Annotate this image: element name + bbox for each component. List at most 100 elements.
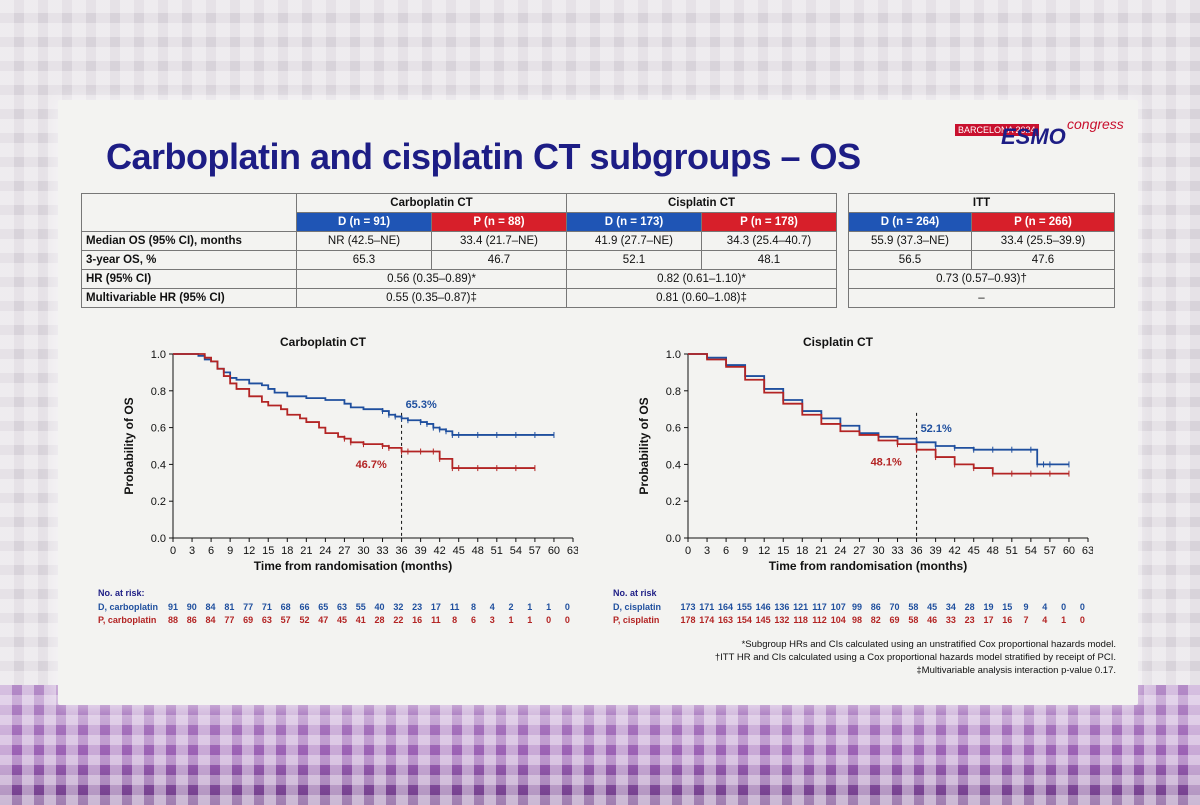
subgroup-table: Carboplatin CT Cisplatin CT D (n = 91) P…: [81, 193, 837, 308]
at-risk-count: 0: [1079, 602, 1085, 612]
y-tick-label: 0.2: [151, 496, 166, 508]
x-tick-label: 63: [567, 545, 578, 557]
at-risk-count: 71: [261, 602, 272, 612]
at-risk-count: 40: [374, 602, 385, 612]
at-risk-count: 173: [680, 602, 696, 612]
y-tick-label: 0.2: [666, 496, 681, 508]
at-risk-row-label: D, cisplatin: [613, 602, 662, 612]
km-chart-cisplatin: Cisplatin CT0.00.20.40.60.81.00 3 6 9 12 15 18…: [637, 335, 1093, 573]
y-tick-label: 0.6: [666, 423, 681, 435]
arm-header-p-itt: P (n = 266): [971, 212, 1115, 232]
at-risk-count: 136: [774, 602, 790, 612]
x-tick-label: 33: [376, 545, 388, 557]
y-tick-label: 0.6: [151, 423, 166, 435]
footnote: ‡Multivariable analysis interaction p-va…: [916, 665, 1116, 676]
row-label: HR (95% CI): [81, 269, 297, 289]
at-risk-count: 4: [489, 602, 495, 612]
at-risk-count: 77: [243, 602, 254, 612]
itt-table: ITT D (n = 264) P (n = 266) 55.9 (37.3–N…: [848, 193, 1115, 308]
at-risk-count: 1: [527, 615, 533, 625]
x-tick-label: 12: [243, 545, 255, 557]
at-risk-count: 1: [1061, 615, 1067, 625]
at-risk-count: 88: [167, 615, 178, 625]
at-risk-title: No. at risk: [613, 588, 657, 598]
table-cell: 33.4 (21.7–NE): [431, 231, 567, 251]
at-risk-count: 154: [736, 615, 752, 625]
at-risk-count: 155: [736, 602, 752, 612]
x-tick-label: 15: [262, 545, 274, 557]
x-tick-label: 6: [723, 545, 729, 557]
x-tick-label: 45: [453, 545, 465, 557]
x-tick-label: 30: [872, 545, 884, 557]
km-curve-durvalumab: [173, 353, 554, 436]
table-cell: 41.9 (27.7–NE): [566, 231, 702, 251]
arm-header-d-cis: D (n = 173): [566, 212, 702, 232]
at-risk-count: 8: [452, 615, 458, 625]
at-risk-count: 107: [830, 602, 846, 612]
at-risk-count: 4: [1042, 615, 1048, 625]
table-cell: 55.9 (37.3–NE): [848, 231, 972, 251]
at-risk-count: 57: [280, 615, 291, 625]
table-row: 0.73 (0.57–0.93)†: [848, 269, 1115, 289]
footnotes: *Subgroup HRs and CIs calculated using a…: [715, 638, 1116, 677]
logo-word: congress: [1067, 116, 1124, 132]
x-tick-label: 15: [777, 545, 789, 557]
x-tick-label: 3: [189, 545, 195, 557]
logo-city: BARCELONA 2024: [955, 124, 1039, 136]
table-row: 55.9 (37.3–NE) 33.4 (25.5–39.9): [848, 231, 1115, 251]
at-risk-count: 69: [889, 615, 900, 625]
at-risk-count: 63: [336, 602, 347, 612]
at-risk-count: 33: [945, 615, 956, 625]
at-risk-count: 98: [851, 615, 862, 625]
footnote: *Subgroup HRs and CIs calculated using a…: [741, 639, 1116, 650]
survival-annotation: 46.7%: [356, 459, 387, 471]
y-tick-label: 0.0: [151, 533, 166, 545]
at-risk-row-label: P, carboplatin: [98, 615, 157, 625]
at-risk-count: 1: [546, 602, 552, 612]
at-risk-count: 164: [718, 602, 734, 612]
at-risk-count: 0: [546, 615, 552, 625]
table-row: Multivariable HR (95% CI) 0.55 (0.35–0.8…: [81, 288, 837, 308]
at-risk-count: 28: [374, 615, 385, 625]
x-tick-label: 57: [1044, 545, 1056, 557]
x-tick-label: 18: [281, 545, 293, 557]
x-tick-label: 24: [834, 545, 846, 557]
at-risk-count: 1: [508, 615, 514, 625]
x-tick-label: 12: [758, 545, 770, 557]
at-risk-count: 7: [1023, 615, 1029, 625]
at-risk-count: 17: [983, 615, 994, 625]
background-band: [0, 685, 1200, 805]
at-risk-count: 16: [412, 615, 423, 625]
at-risk-count: 11: [449, 602, 460, 612]
table-cell: –: [848, 288, 1115, 308]
x-tick-label: 3: [704, 545, 710, 557]
x-axis-label: Time from randomisation (months): [769, 559, 967, 573]
at-risk-count: 17: [430, 602, 441, 612]
at-risk-count: 86: [186, 615, 197, 625]
at-risk-count: 4: [1042, 602, 1048, 612]
x-tick-label: 60: [548, 545, 560, 557]
table-row: HR (95% CI) 0.56 (0.35–0.89)* 0.82 (0.61…: [81, 269, 837, 289]
at-risk-count: 145: [755, 615, 771, 625]
x-tick-label: 9: [227, 545, 233, 557]
y-axis-label: Probability of OS: [122, 397, 136, 494]
at-risk-count: 77: [224, 615, 235, 625]
arm-header-p-cis: P (n = 178): [701, 212, 837, 232]
at-risk-count: 3: [489, 615, 495, 625]
row-label: Median OS (95% CI), months: [81, 231, 297, 251]
x-tick-label: 48: [987, 545, 999, 557]
at-risk-count: 68: [280, 602, 291, 612]
x-tick-label: 60: [1063, 545, 1075, 557]
at-risk-count: 22: [393, 615, 404, 625]
at-risk-count: 146: [755, 602, 771, 612]
x-tick-label: 39: [929, 545, 941, 557]
itt-header: ITT: [848, 193, 1115, 213]
x-tick-label: 24: [319, 545, 331, 557]
footnote: †ITT HR and CIs calculated using a Cox p…: [714, 652, 1116, 663]
at-risk-count: 47: [318, 615, 329, 625]
x-tick-label: 21: [815, 545, 827, 557]
slide: Carboplatin and cisplatin CT subgroups –…: [58, 100, 1138, 705]
x-tick-label: 9: [742, 545, 748, 557]
y-tick-label: 0.4: [666, 459, 681, 471]
at-risk-count: 163: [718, 615, 734, 625]
